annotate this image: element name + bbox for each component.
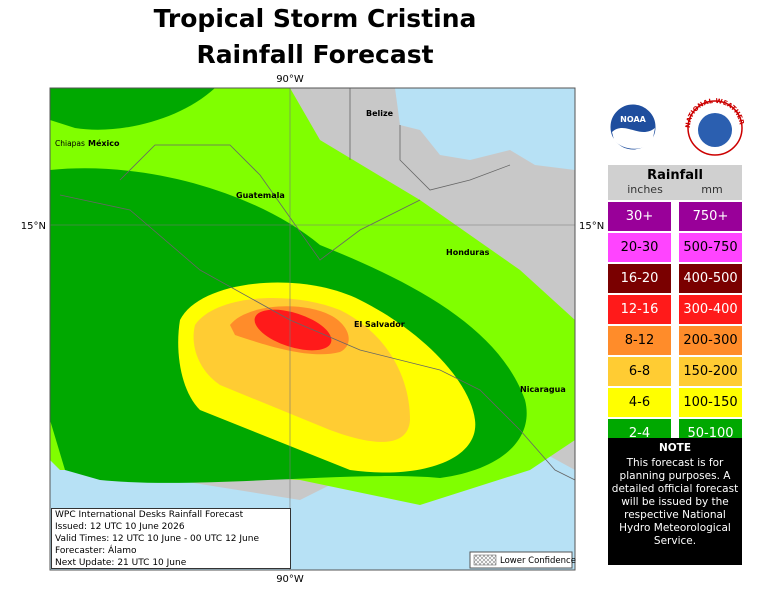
legend-cell: 8-12 <box>608 326 671 355</box>
legend-cell: 400-500 <box>679 264 742 293</box>
unit: inches <box>627 183 663 196</box>
legend-cell: 4-6 <box>608 388 671 417</box>
info-box: WPC International Desks Rainfall Forecas… <box>51 508 291 569</box>
lower-confidence-label: Lower Confidence <box>500 556 576 566</box>
legend-units: inches mm <box>608 183 742 196</box>
legend-cell: 300-400 <box>679 295 742 324</box>
legend-cell: 100-150 <box>679 388 742 417</box>
title: Rainfall Forecast <box>196 40 434 69</box>
legend-cell: 30+ <box>608 202 671 231</box>
note: NOTE This forecast is for planning purpo… <box>608 438 742 565</box>
rain-12-16 <box>254 309 332 351</box>
legend-row: 16-20 400-500 <box>608 264 742 293</box>
grid-label: 15°N <box>21 221 46 232</box>
info-line: WPC International Desks Rainfall Forecas… <box>55 510 244 520</box>
legend-cell: 6-8 <box>608 357 671 386</box>
unit: mm <box>701 183 723 196</box>
noaa-wave <box>612 128 655 149</box>
legend-row: 12-16 300-400 <box>608 295 742 324</box>
border <box>119 88 511 261</box>
legend-cell: 150-200 <box>679 357 742 386</box>
note-text: This forecast is for planning purposes. … <box>611 457 739 547</box>
note-title: NOTE <box>658 442 692 454</box>
place-label: Nicaragua <box>520 385 566 394</box>
legend-cell: 500-750 <box>679 233 742 262</box>
legend-header: Rainfall inches mm <box>608 165 742 200</box>
info-line: Forecaster: Álamo <box>55 546 137 556</box>
legend-row: 20-30 500-750 <box>608 233 742 262</box>
legend-cell: 20-30 <box>608 233 671 262</box>
legend-row: 4-6 100-150 <box>608 388 742 417</box>
info-line: Valid Times: 12 UTC 10 June - 00 UTC 12 … <box>55 534 259 544</box>
legend-row: 6-8 150-200 <box>608 357 742 386</box>
place-label: Belize <box>366 109 394 118</box>
grid-label: 90°W <box>276 574 304 585</box>
coastline <box>59 194 575 481</box>
legend-row: 8-12 200-300 <box>608 326 742 355</box>
place-label: El Salvador <box>354 320 405 329</box>
nws-inner <box>698 113 732 147</box>
legend-cell: 200-300 <box>679 326 742 355</box>
info-line: Next Update: 21 UTC 10 June <box>55 558 187 568</box>
place-label: Chiapas <box>55 139 85 148</box>
place-label: Guatemala <box>236 191 285 200</box>
legend-cell: 12-16 <box>608 295 671 324</box>
legend-title: Rainfall <box>647 168 703 183</box>
ocean <box>395 88 575 170</box>
map-frame <box>49 87 576 571</box>
info-line: Issued: 12 UTC 10 June 2026 <box>55 522 185 532</box>
hatch-swatch <box>473 554 497 566</box>
legend: Rainfall inches mm 30+ 750+ 20-30 500-750 16… <box>608 165 742 479</box>
grid-label: 90°W <box>276 74 304 85</box>
title: Tropical Storm Cristina <box>153 4 477 33</box>
map-body <box>50 88 575 570</box>
place-label: México <box>88 138 120 148</box>
legend-cell: 16-20 <box>608 264 671 293</box>
noaa-text: NOAA <box>620 115 646 124</box>
rain-2-4 <box>50 88 215 130</box>
place-label: Honduras <box>446 248 490 257</box>
grid-label: 15°N <box>579 221 604 232</box>
legend-cell: 750+ <box>679 202 742 231</box>
legend-row: 30+ 750+ <box>608 202 742 231</box>
